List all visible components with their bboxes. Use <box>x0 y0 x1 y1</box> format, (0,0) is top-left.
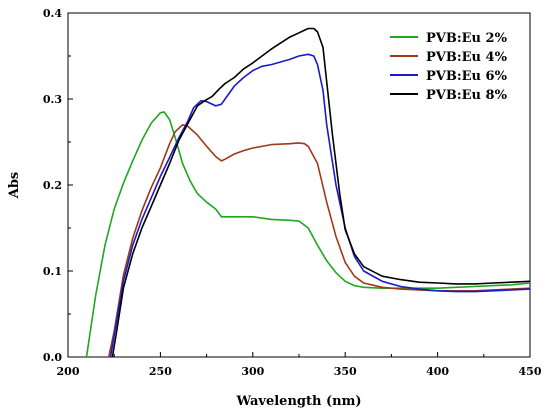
x-tick-label: 300 <box>241 365 264 378</box>
y-tick-label: 0.1 <box>43 265 62 278</box>
series-line-4 <box>111 27 531 358</box>
legend: PVB:Eu 2% PVB:Eu 4% PVB:Eu 6% PVB:Eu 8% <box>390 31 508 103</box>
series-line-3 <box>109 53 531 358</box>
series-lines <box>85 27 531 358</box>
x-tick-label: 400 <box>426 365 449 378</box>
x-axis-title: Wavelength (nm) <box>236 394 362 409</box>
legend-label-1: PVB:Eu 2% <box>426 31 508 46</box>
series-line-1 <box>85 111 531 358</box>
y-axis: 0.0 0.1 0.2 0.3 0.4 <box>43 7 73 364</box>
x-tick-label: 450 <box>519 365 542 378</box>
x-axis: 200 250 300 350 400 450 <box>57 352 542 378</box>
y-tick-label: 0.4 <box>43 7 62 20</box>
x-tick-label: 350 <box>334 365 357 378</box>
y-tick-label: 0.3 <box>43 93 62 106</box>
y-tick-label: 0.0 <box>43 351 62 364</box>
x-tick-label: 200 <box>57 365 80 378</box>
y-tick-label: 0.2 <box>43 179 62 192</box>
legend-label-4: PVB:Eu 8% <box>426 88 508 103</box>
series-line-2 <box>107 124 531 358</box>
x-tick-label: 250 <box>149 365 172 378</box>
y-axis-title: Abs <box>7 172 22 200</box>
legend-label-3: PVB:Eu 6% <box>426 69 508 84</box>
legend-label-2: PVB:Eu 4% <box>426 50 508 65</box>
